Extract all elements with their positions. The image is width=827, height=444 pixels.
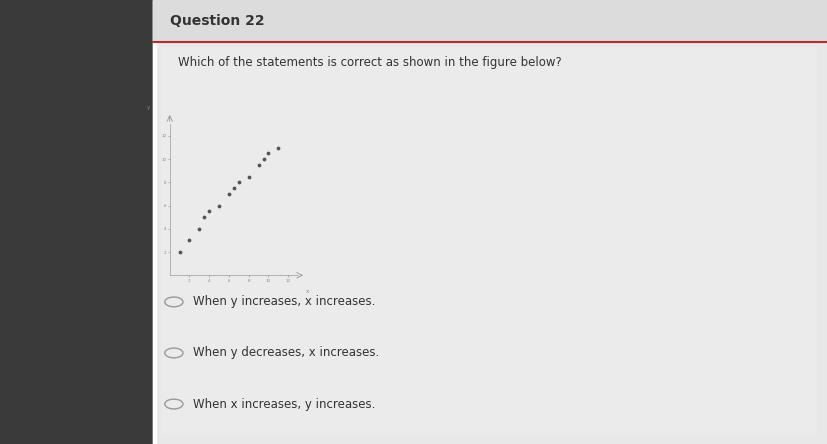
Point xyxy=(222,190,236,198)
Point xyxy=(183,237,196,244)
Text: y: y xyxy=(146,105,150,110)
Bar xyxy=(0,0,153,444)
Point xyxy=(193,225,206,232)
Point xyxy=(232,179,245,186)
Bar xyxy=(153,0,827,42)
Point xyxy=(271,144,284,151)
Text: Which of the statements is correct as shown in the figure below?: Which of the statements is correct as sh… xyxy=(178,56,561,69)
Text: When x increases, y increases.: When x increases, y increases. xyxy=(193,397,375,411)
Text: Question 22: Question 22 xyxy=(170,14,264,28)
Bar xyxy=(153,0,827,444)
Text: When y decreases, x increases.: When y decreases, x increases. xyxy=(193,346,379,360)
Text: When y increases, x increases.: When y increases, x increases. xyxy=(193,295,375,309)
Point xyxy=(213,202,226,209)
Point xyxy=(241,173,255,180)
Point xyxy=(256,155,270,163)
Bar xyxy=(153,0,155,444)
Bar xyxy=(161,47,815,435)
Point xyxy=(227,185,240,192)
Point xyxy=(251,162,265,169)
Point xyxy=(261,150,275,157)
Text: x: x xyxy=(305,289,308,294)
Point xyxy=(173,249,186,256)
Point xyxy=(203,208,216,215)
Point xyxy=(198,214,211,221)
